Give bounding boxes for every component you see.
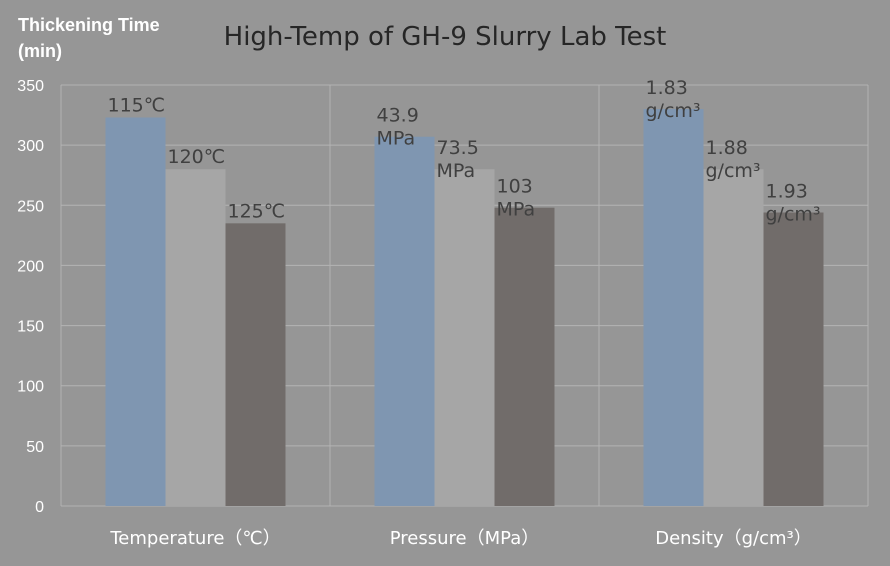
y-tick-label: 150 bbox=[17, 319, 44, 336]
y-tick-label: 350 bbox=[17, 78, 44, 95]
data-label: 125℃ bbox=[228, 200, 286, 222]
y-tick-label: 0 bbox=[35, 499, 44, 516]
data-label: 73.5 bbox=[437, 137, 479, 159]
y-tick-label: 100 bbox=[17, 379, 44, 396]
y-axis-title: Thickening Time (min) bbox=[18, 12, 160, 64]
x-category-label: Density（g/cm³） bbox=[655, 528, 812, 549]
y-axis-title-line-1: Thickening Time bbox=[18, 15, 160, 35]
x-category-label: Pressure（MPa） bbox=[390, 528, 539, 549]
bar bbox=[763, 212, 824, 506]
y-tick-label: 300 bbox=[17, 138, 44, 155]
chart-title: High-Temp of GH-9 Slurry Lab Test bbox=[223, 22, 667, 52]
bar bbox=[374, 136, 435, 507]
bar bbox=[703, 169, 764, 506]
bar bbox=[105, 117, 166, 506]
data-label: 1.93 bbox=[766, 181, 808, 203]
data-label: 1.88 bbox=[706, 137, 748, 159]
data-label: MPa bbox=[377, 128, 416, 150]
bar bbox=[434, 169, 495, 506]
data-label: g/cm³ bbox=[646, 100, 701, 122]
data-label: MPa bbox=[497, 199, 536, 221]
y-tick-label: 200 bbox=[17, 258, 44, 275]
bar bbox=[225, 223, 286, 507]
data-label: 120℃ bbox=[168, 146, 226, 168]
data-label: g/cm³ bbox=[766, 204, 821, 226]
data-label: 103 bbox=[497, 176, 533, 198]
bar bbox=[643, 109, 704, 507]
data-label: 43.9 bbox=[377, 105, 419, 127]
y-tick-label: 250 bbox=[17, 198, 44, 215]
y-axis-title-line-2: (min) bbox=[18, 41, 62, 61]
bar bbox=[494, 207, 555, 507]
x-category-label: Temperature（℃） bbox=[109, 528, 280, 549]
bar bbox=[165, 169, 226, 506]
data-label: MPa bbox=[437, 160, 476, 182]
data-label: g/cm³ bbox=[706, 160, 761, 182]
data-label: 1.83 bbox=[646, 77, 688, 99]
y-tick-label: 50 bbox=[26, 439, 44, 456]
data-label: 115℃ bbox=[108, 94, 166, 116]
